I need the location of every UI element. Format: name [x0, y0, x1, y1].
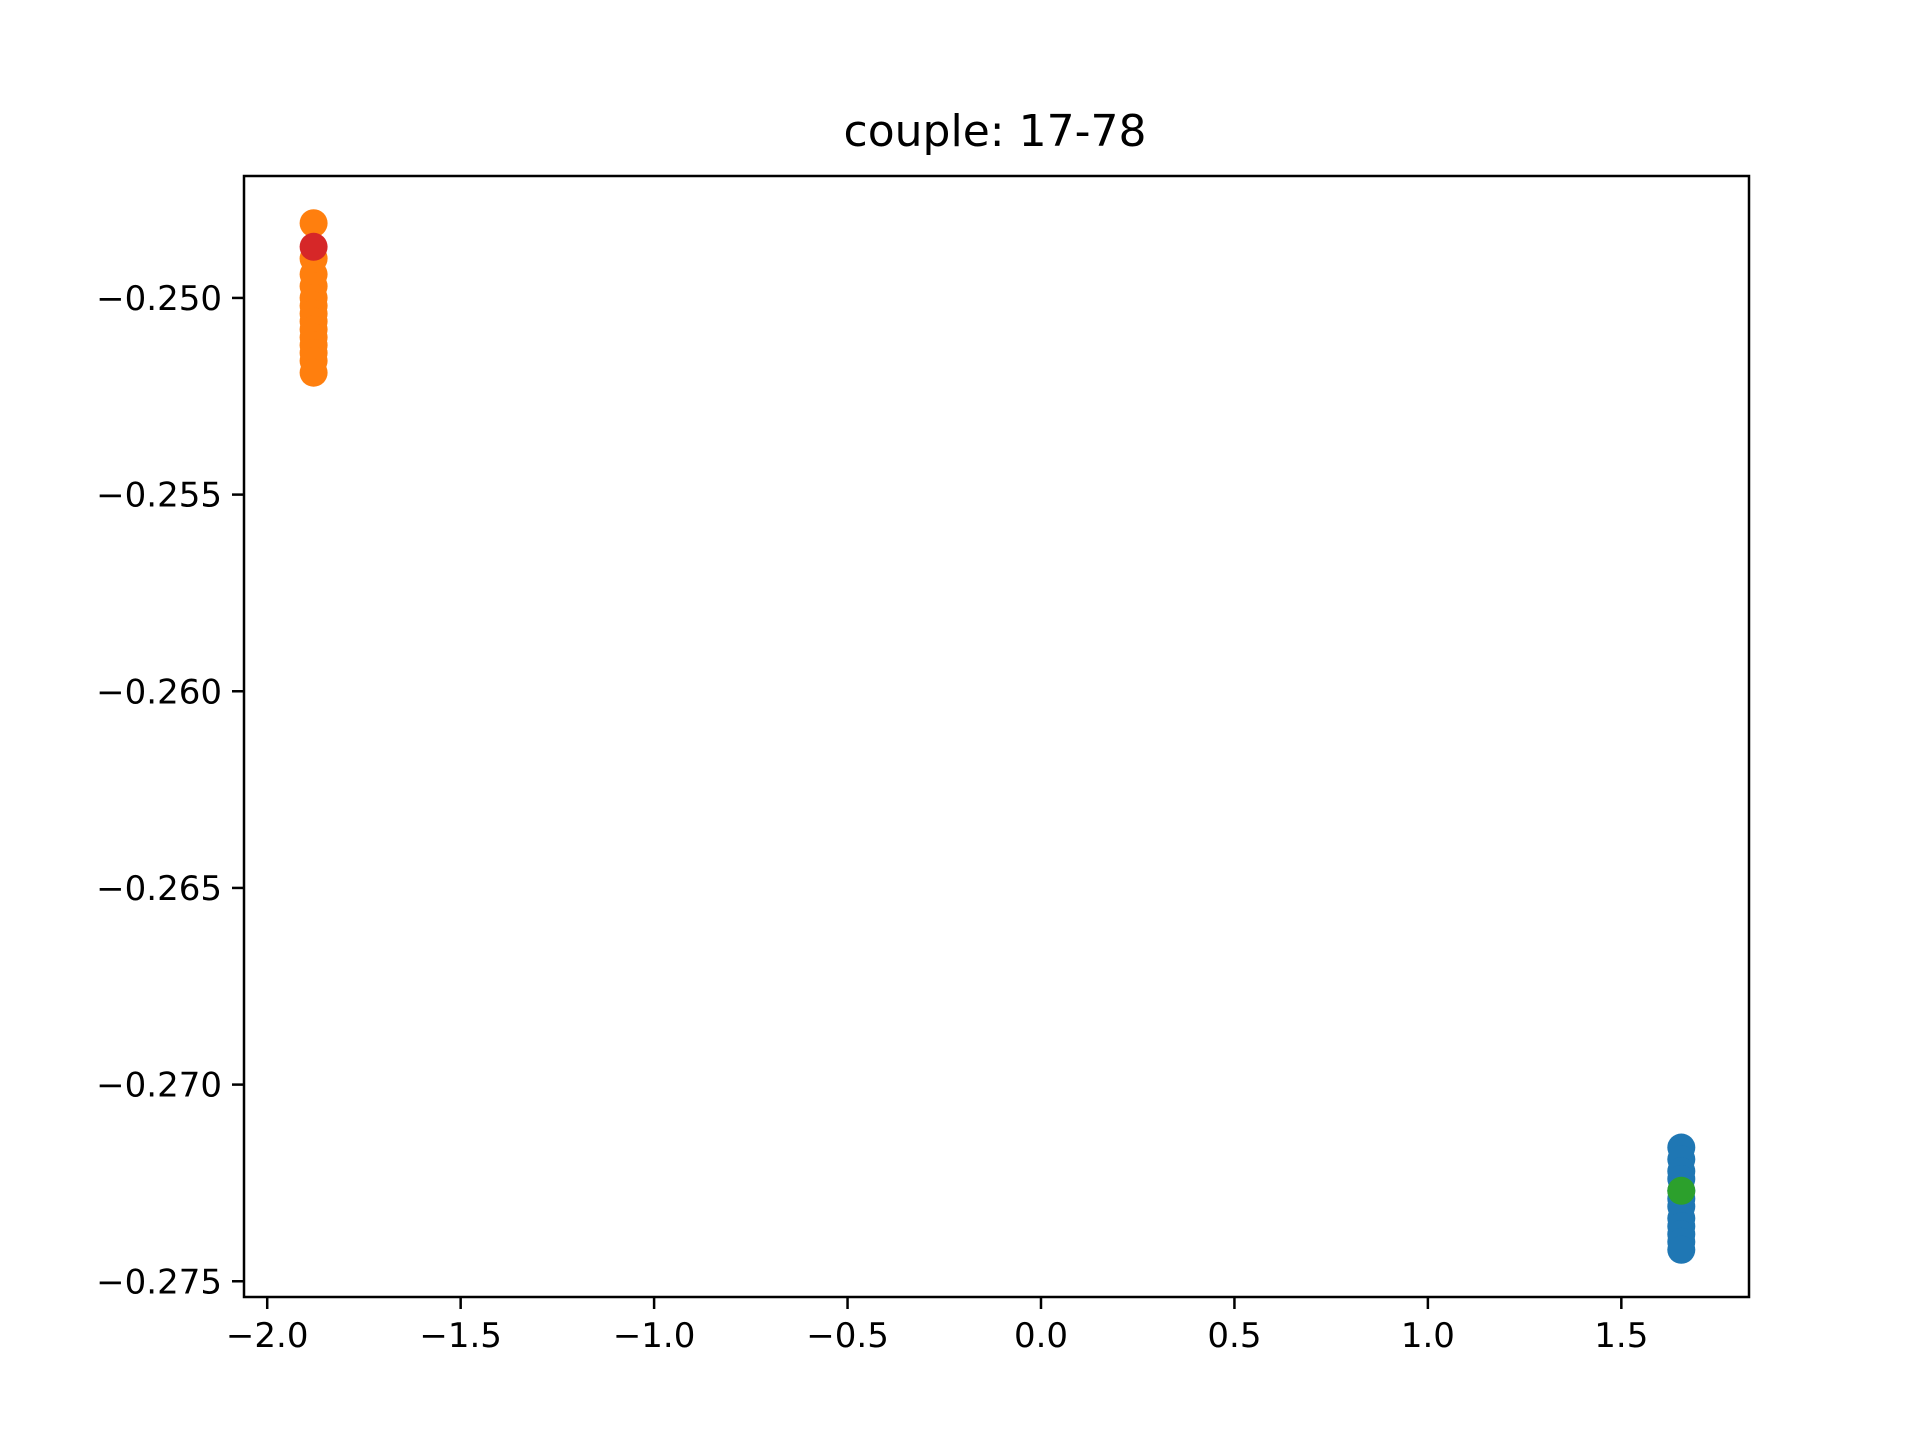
x-tick-label-3: −0.5 — [806, 1316, 889, 1356]
y-tick-label-3: −0.265 — [96, 869, 222, 909]
x-tick-label-2: −1.0 — [613, 1316, 696, 1356]
y-tick-label-4: −0.270 — [96, 1066, 222, 1106]
x-tick-label-7: 1.5 — [1594, 1316, 1648, 1356]
scatter-point-0-13 — [299, 358, 328, 387]
y-tick-label-5: −0.275 — [96, 1262, 222, 1302]
x-tick-label-6: 1.0 — [1401, 1316, 1455, 1356]
y-axis: −0.250 −0.255 −0.260 −0.265 −0.270 −0.275 — [96, 279, 244, 1302]
scatter-point-3-0 — [1667, 1176, 1696, 1205]
scatter-point-1-11 — [1667, 1235, 1696, 1264]
plot-frame — [242, 174, 1751, 1299]
x-tick-label-4: 0.0 — [1014, 1316, 1068, 1356]
y-tick-label-2: −0.260 — [96, 672, 222, 712]
chart-title: couple: 17-78 — [844, 106, 1147, 157]
points-layer — [299, 209, 1696, 1264]
scatter-point-0-0 — [299, 209, 328, 238]
x-tick-label-1: −1.5 — [419, 1316, 502, 1356]
x-axis: −2.0 −1.5 −1.0 −0.5 0.0 0.5 1.0 1.5 — [226, 1297, 1648, 1356]
x-tick-label-0: −2.0 — [226, 1316, 309, 1356]
y-tick-label-1: −0.255 — [96, 476, 222, 516]
x-tick-label-5: 0.5 — [1207, 1316, 1261, 1356]
scatter-point-2-0 — [299, 232, 328, 261]
y-tick-label-0: −0.250 — [96, 279, 222, 319]
